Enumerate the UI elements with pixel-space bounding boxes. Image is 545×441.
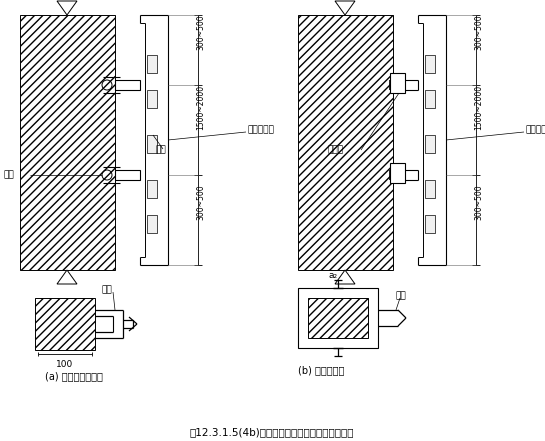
Bar [425, 135, 435, 153]
Text: a₂: a₂ [329, 272, 337, 280]
Text: 螺栓: 螺栓 [3, 171, 14, 179]
Polygon shape [57, 270, 77, 284]
Text: 图12.3.1.5(4b)工字钢立杆沿混凝土柱侧壁式安装: 图12.3.1.5(4b)工字钢立杆沿混凝土柱侧壁式安装 [190, 427, 354, 437]
Bar [425, 55, 435, 73]
Text: (a) 用预埋铁件固定: (a) 用预埋铁件固定 [45, 371, 103, 381]
Bar [298, 15, 393, 270]
Text: 焊接: 焊接 [101, 285, 112, 295]
Bar [390, 73, 405, 93]
Text: 工字钢立柱: 工字钢立柱 [526, 126, 545, 135]
Text: 焊接: 焊接 [396, 292, 407, 300]
Text: 1500~2000: 1500~2000 [475, 85, 483, 130]
Bar [425, 90, 435, 108]
Bar [425, 215, 435, 233]
Polygon shape [335, 270, 355, 284]
Bar [147, 215, 157, 233]
Text: 300~500: 300~500 [197, 184, 205, 220]
Text: 300~500: 300~500 [475, 15, 483, 50]
Bar [20, 15, 115, 270]
Bar [308, 298, 368, 338]
Polygon shape [57, 1, 77, 15]
Bar [115, 80, 140, 90]
Text: 预埋件: 预埋件 [328, 146, 344, 154]
Text: (b) 用抱箍固定: (b) 用抱箍固定 [298, 365, 344, 375]
Bar [35, 298, 95, 350]
Text: 300~500: 300~500 [475, 184, 483, 220]
Bar [147, 55, 157, 73]
Bar [298, 288, 378, 348]
Text: 1500~2000: 1500~2000 [197, 85, 205, 130]
Bar [147, 135, 157, 153]
Bar [115, 170, 140, 180]
Bar [147, 180, 157, 198]
Bar [147, 90, 157, 108]
Text: 300~500: 300~500 [197, 15, 205, 50]
Text: 抱箍: 抱箍 [155, 146, 166, 154]
Bar [425, 180, 435, 198]
Bar [390, 163, 405, 183]
Text: 工字钢立柱: 工字钢立柱 [248, 126, 275, 135]
Polygon shape [335, 1, 355, 15]
Text: 100: 100 [56, 360, 74, 369]
